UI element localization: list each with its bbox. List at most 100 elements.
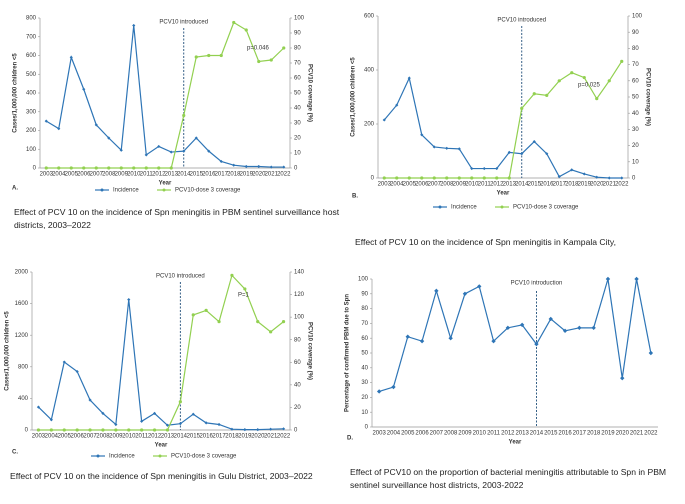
series-line	[45, 25, 284, 168]
x-tick-label: 2009	[115, 172, 129, 178]
x-tick-label: 2018	[227, 172, 241, 178]
marker	[101, 428, 105, 432]
y-tick-label: 0	[371, 176, 375, 182]
marker	[595, 175, 599, 179]
marker	[505, 325, 511, 331]
marker	[545, 152, 549, 156]
marker	[82, 166, 86, 170]
x-tick-label: 2011	[140, 172, 154, 178]
marker	[165, 428, 170, 432]
marker	[607, 176, 611, 180]
x-tick-label: 2004	[45, 434, 59, 440]
marker	[376, 389, 382, 394]
x-axis-title: Year	[497, 191, 510, 197]
annotation: p=0.046	[247, 46, 270, 52]
y-tick-label: 0	[25, 428, 29, 434]
x-tick-label: 2006	[70, 434, 84, 440]
panel-label: C.	[12, 450, 18, 456]
marker	[182, 149, 186, 153]
marker	[395, 103, 399, 107]
intervention-label: PCV10 introduced	[156, 274, 205, 280]
intervention-label: PCV10 introduced	[497, 18, 546, 24]
y2-tick-label: 20	[294, 136, 301, 142]
x-tick-label: 2012	[490, 182, 504, 188]
y-tick-label: 60	[361, 336, 368, 342]
marker	[243, 287, 247, 291]
marker	[44, 119, 48, 123]
marker	[194, 136, 198, 140]
marker	[457, 147, 461, 151]
y2-tick-label: 50	[294, 91, 301, 97]
y2-tick-label: 60	[632, 78, 639, 84]
x-tick-label: 2015	[528, 182, 542, 188]
x-tick-label: 2017	[212, 434, 226, 440]
x-tick-label: 2005	[65, 172, 79, 178]
x-tick-label: 2007	[90, 172, 104, 178]
series-line	[38, 274, 284, 431]
y-tick-label: 400	[26, 91, 37, 97]
y-tick-label: 1200	[15, 333, 29, 339]
y2-tick-label: 90	[294, 31, 301, 37]
marker	[44, 166, 48, 170]
y2-tick-label: 40	[294, 382, 301, 388]
x-tick-label: 2018	[225, 434, 239, 440]
x-tick-label: 2003	[378, 182, 392, 188]
marker	[448, 336, 453, 341]
y2-tick-label: 70	[294, 61, 301, 67]
x-tick-label: 2021	[265, 172, 279, 178]
marker	[281, 320, 286, 324]
y-tick-label: 800	[18, 364, 29, 370]
x-tick-label: 2009	[453, 182, 467, 188]
y2-tick-label: 0	[632, 176, 636, 182]
marker	[269, 165, 273, 169]
marker	[62, 428, 66, 432]
y-tick-label: 800	[26, 16, 37, 22]
marker	[230, 427, 234, 431]
marker	[94, 123, 98, 127]
marker	[191, 412, 195, 416]
marker	[194, 55, 198, 59]
marker	[69, 55, 73, 59]
marker	[281, 427, 286, 431]
marker	[232, 163, 236, 167]
y2-tick-label: 10	[294, 151, 301, 157]
marker	[595, 97, 599, 101]
y-tick-label: 100	[26, 147, 37, 153]
marker	[132, 23, 136, 28]
x-tick-label: 2012	[501, 431, 515, 437]
y2-tick-label: 20	[632, 143, 639, 149]
marker	[57, 127, 61, 131]
marker	[36, 405, 41, 409]
marker	[605, 276, 611, 282]
series-line	[384, 61, 623, 179]
x-tick-label: 2010	[473, 431, 487, 437]
x-tick-label: 2015	[190, 172, 204, 178]
marker	[495, 166, 499, 171]
marker	[562, 328, 568, 333]
marker	[217, 422, 221, 427]
panel-label: D.	[347, 436, 353, 442]
marker	[405, 334, 410, 339]
y-tick-label: 80	[361, 306, 368, 312]
marker	[269, 330, 273, 334]
series-line	[383, 76, 622, 179]
y-tick-label: 2000	[15, 270, 29, 276]
marker	[470, 176, 474, 180]
marker	[620, 176, 624, 180]
y2-tick-label: 40	[294, 106, 301, 112]
marker	[157, 144, 161, 149]
y-tick-label: 30	[361, 380, 368, 386]
marker	[648, 350, 654, 356]
marker	[114, 428, 118, 432]
marker	[407, 76, 411, 80]
legend-swatch-marker	[500, 205, 504, 209]
x-tick-label: 2009	[458, 431, 472, 437]
x-tick-label: 2006	[415, 431, 429, 437]
caption: Effect of PCV 10 on the incidence of Spn…	[14, 207, 340, 230]
y-tick-label: 70	[361, 321, 368, 327]
x-tick-label: 2011	[478, 182, 492, 188]
legend-label: Incidence	[113, 188, 139, 194]
series-line	[46, 21, 285, 169]
marker	[419, 338, 425, 344]
y2-tick-label: 30	[294, 121, 301, 127]
